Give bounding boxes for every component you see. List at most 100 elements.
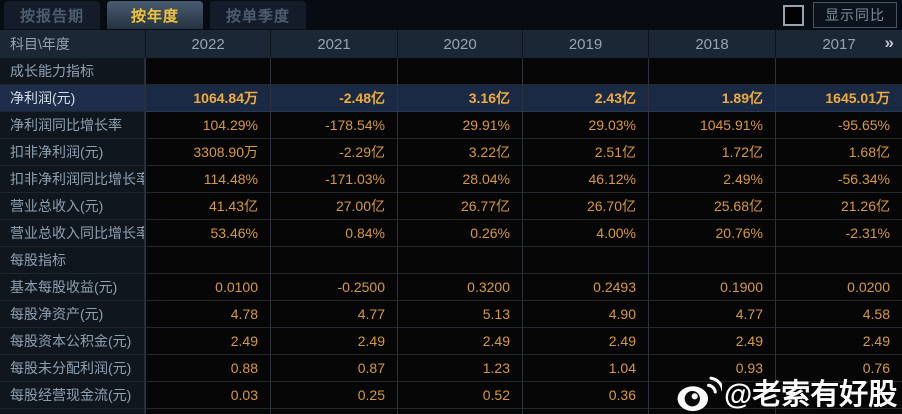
row-label: 扣非净利润(元) [0, 139, 145, 166]
value-cell [145, 247, 270, 274]
tab-label: 按年度 [130, 7, 179, 25]
value-cell: 4.90 [522, 301, 648, 328]
value-cell: 2.49 [145, 328, 270, 355]
row-label: 每股经营现金流(元) [0, 382, 145, 409]
value-cell: 25.68亿 [648, 193, 775, 220]
value-cell [775, 247, 902, 274]
table-row[interactable]: 扣非净利润同比增长率 114.48% -171.03% 28.04% 46.12% 2.4… [0, 166, 902, 193]
value-cell: 1064.84万 [145, 85, 270, 112]
corner-header: 科目\年度 [10, 36, 70, 52]
value-cell: 0.76 [775, 355, 902, 382]
show-yoy-label: 显示同比 [825, 7, 885, 23]
value-cell [522, 58, 648, 85]
value-cell: 104.29% [145, 112, 270, 139]
table-row[interactable]: 每股未分配利润(元) 0.88 0.87 1.23 1.04 0.93 0.76 [0, 355, 902, 382]
value-cell: 53.46% [145, 220, 270, 247]
value-cell: 2.49 [397, 328, 522, 355]
value-cell: 29.91% [397, 112, 522, 139]
row-label: 净利润同比增长率 [0, 112, 145, 139]
column-header-year: 2017 [822, 35, 856, 53]
show-yoy-toggle[interactable]: 显示同比 [813, 2, 897, 28]
value-cell: -171.03% [270, 166, 397, 193]
value-cell [648, 382, 775, 409]
more-columns-icon[interactable]: » [884, 33, 894, 53]
tab-by-report-period[interactable]: 按报告期 [4, 1, 100, 29]
value-cell: 3.16亿 [397, 85, 522, 112]
value-cell: 26.70亿 [522, 193, 648, 220]
yoy-controls: 显示同比 [783, 2, 897, 28]
table-row[interactable]: 每股资本公积金(元) 2.49 2.49 2.49 2.49 2.49 2.49 [0, 328, 902, 355]
value-cell: 29.03% [522, 112, 648, 139]
value-cell: 41.43亿 [145, 193, 270, 220]
value-cell: 1.89亿 [648, 85, 775, 112]
column-header-2020: 2020 [397, 30, 522, 58]
value-cell: 0.3200 [397, 274, 522, 301]
value-cell: 1.68亿 [775, 139, 902, 166]
table-row[interactable]: 每股经营现金流(元) 0.03 0.25 0.52 0.36 [0, 382, 902, 409]
table-row[interactable]: 净利润(元) 1064.84万 -2.48亿 3.16亿 2.43亿 1.89亿 1645.… [0, 85, 902, 112]
row-label: 每股指标 [0, 247, 145, 274]
tab-label: 按报告期 [19, 7, 84, 25]
row-label: 营业总收入(元) [0, 193, 145, 220]
table-row[interactable]: 净利润同比增长率 104.29% -178.54% 29.91% 29.03% 1045.… [0, 112, 902, 139]
value-cell: 2.43亿 [522, 85, 648, 112]
value-cell: -2.48亿 [270, 85, 397, 112]
value-cell [397, 58, 522, 85]
value-cell: 20.76% [648, 220, 775, 247]
value-cell: 3308.90万 [145, 139, 270, 166]
column-header-2018: 2018 [648, 30, 775, 58]
tab-by-single-quarter[interactable]: 按单季度 [210, 1, 306, 29]
value-cell: -2.31% [775, 220, 902, 247]
value-cell: 1045.91% [648, 112, 775, 139]
table-body: 成长能力指标 净利润(元) 1064.84万 -2.48亿 3.16亿 2.43亿 1.89… [0, 58, 902, 409]
value-cell: 5.13 [397, 301, 522, 328]
row-label: 扣非净利润同比增长率 [0, 166, 145, 193]
table-row-partial [0, 409, 902, 414]
value-cell: 4.00% [522, 220, 648, 247]
value-cell [775, 58, 902, 85]
table-row[interactable]: 每股净资产(元) 4.78 4.77 5.13 4.90 4.77 4.58 [0, 301, 902, 328]
value-cell: 0.0200 [775, 274, 902, 301]
value-cell: -2.29亿 [270, 139, 397, 166]
value-cell: 0.26% [397, 220, 522, 247]
value-cell [270, 58, 397, 85]
table-row[interactable]: 基本每股收益(元) 0.0100 -0.2500 0.3200 0.2493 0.1900… [0, 274, 902, 301]
table-row[interactable]: 营业总收入(元) 41.43亿 27.00亿 26.77亿 26.70亿 25.68亿 21… [0, 193, 902, 220]
value-cell: -178.54% [270, 112, 397, 139]
value-cell: 0.03 [145, 382, 270, 409]
table-row[interactable]: 扣非净利润(元) 3308.90万 -2.29亿 3.22亿 2.51亿 1.72亿 1.6… [0, 139, 902, 166]
value-cell [775, 382, 902, 409]
value-cell: 2.49% [648, 166, 775, 193]
row-label: 净利润(元) [0, 85, 145, 112]
value-cell: 21.26亿 [775, 193, 902, 220]
value-cell: 0.87 [270, 355, 397, 382]
value-cell [270, 247, 397, 274]
value-cell [648, 58, 775, 85]
section-header-row[interactable]: 每股指标 [0, 247, 902, 274]
row-label: 基本每股收益(元) [0, 274, 145, 301]
value-cell: -0.2500 [270, 274, 397, 301]
value-cell: 2.51亿 [522, 139, 648, 166]
value-cell: 4.78 [145, 301, 270, 328]
table-header: 科目\年度 2022 2021 2020 2019 2018 2017 » [0, 30, 902, 58]
value-cell: 0.88 [145, 355, 270, 382]
value-cell: 2.49 [648, 328, 775, 355]
table-row[interactable]: 营业总收入同比增长率 53.46% 0.84% 0.26% 4.00% 20.76% -2.… [0, 220, 902, 247]
value-cell [145, 58, 270, 85]
value-cell: 4.77 [648, 301, 775, 328]
value-cell: 0.36 [522, 382, 648, 409]
show-yoy-checkbox[interactable] [783, 4, 804, 26]
value-cell: 0.84% [270, 220, 397, 247]
section-header-row[interactable]: 成长能力指标 [0, 58, 902, 85]
tab-by-year[interactable]: 按年度 [107, 1, 203, 29]
value-cell: 1.72亿 [648, 139, 775, 166]
tab-label: 按单季度 [225, 7, 290, 25]
value-cell: 27.00亿 [270, 193, 397, 220]
value-cell: 0.25 [270, 382, 397, 409]
value-cell: 0.52 [397, 382, 522, 409]
value-cell: 28.04% [397, 166, 522, 193]
value-cell: 1645.01万 [775, 85, 902, 112]
row-label: 每股资本公积金(元) [0, 328, 145, 355]
value-cell [648, 247, 775, 274]
